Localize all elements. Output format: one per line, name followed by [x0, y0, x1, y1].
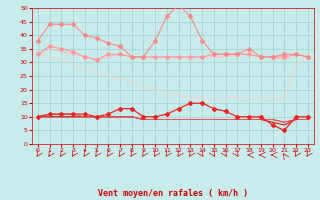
Text: Vent moyen/en rafales ( km/h ): Vent moyen/en rafales ( km/h ): [98, 189, 248, 198]
